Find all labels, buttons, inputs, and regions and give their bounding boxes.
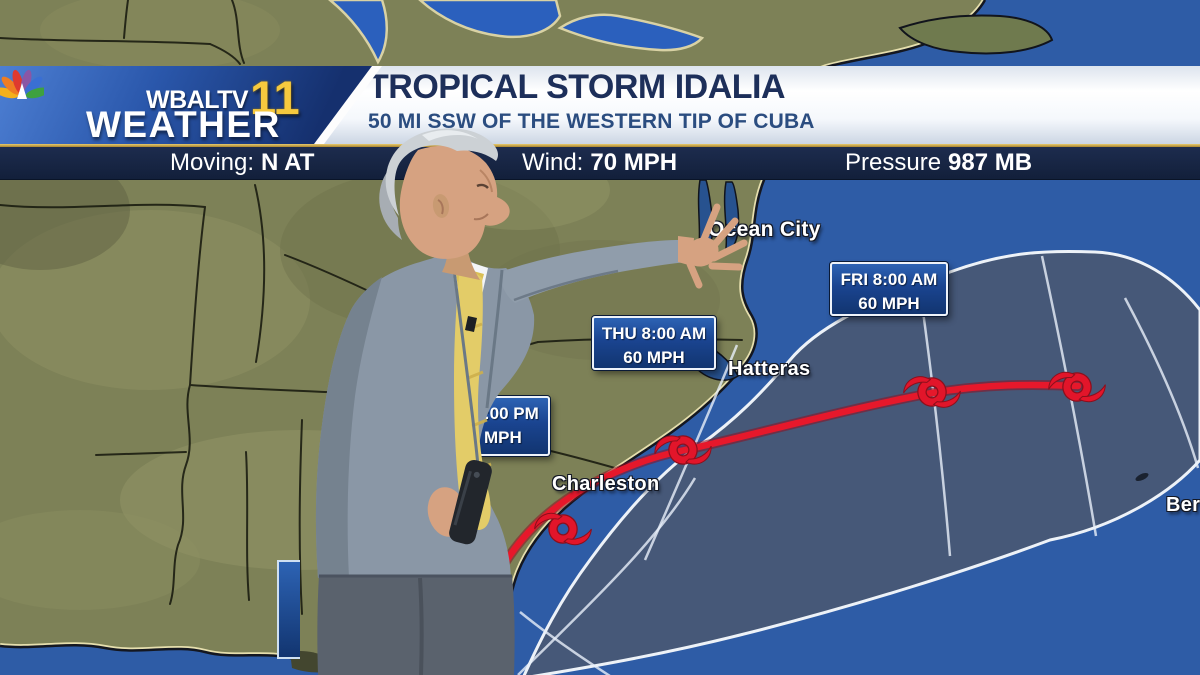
arm-shadow-line — [513, 269, 619, 302]
jacket-lapels — [450, 253, 504, 467]
moving-value: N AT — [261, 149, 315, 176]
city-label-hatteras: Hatteras — [728, 358, 811, 380]
moving-label: Moving: — [170, 149, 255, 176]
station-channel-number: 11 — [250, 71, 300, 124]
station-call-letters: WBALTV — [146, 86, 249, 114]
ear — [432, 194, 450, 218]
presenter-body — [315, 128, 748, 675]
hair-highlight — [422, 130, 478, 141]
trousers — [317, 575, 515, 675]
suit-arm-extended — [500, 240, 686, 303]
lapel-microphone — [465, 316, 477, 332]
forecast-label-thu: THU 8:00 AM 60 MPH — [592, 316, 716, 370]
hair-back — [379, 166, 402, 240]
nova-scotia — [898, 14, 1054, 55]
forecast-label-wind: 60 MPH — [858, 294, 920, 313]
station-division: WEATHER — [86, 104, 281, 145]
pointing-fingers — [686, 203, 748, 289]
city-label-charleston: Charleston — [552, 473, 660, 495]
great-lakes — [328, 0, 705, 65]
hair — [385, 128, 498, 216]
nbc-peacock-icon — [0, 69, 44, 99]
suit-shading — [315, 277, 382, 578]
face — [399, 145, 510, 259]
forecast-label-fri: FRI 8:00 AM 60 MPH — [830, 262, 948, 316]
forecast-label-wind: 60 MPH — [623, 348, 685, 367]
eye — [476, 183, 489, 189]
pressure-status: Pressure 987 MB — [845, 149, 1032, 177]
forecast-cone — [522, 249, 1200, 675]
storm-status-bar: Moving: N AT Wind: 70 MPH Pressure 987 MB — [0, 147, 1200, 180]
ear-inner — [437, 199, 444, 215]
station-logo-panel: WBALTV 11 WEATHER — [0, 66, 372, 144]
pressure-label: Pressure — [845, 149, 942, 176]
forecast-label-time: FRI 8:00 AM — [840, 270, 938, 289]
storm-title: TROPICAL STORM IDALIA — [368, 68, 786, 106]
forecast-label-hidden-sliver — [277, 560, 300, 659]
wind-status: Wind: 70 MPH — [522, 149, 677, 177]
trouser-crease — [418, 577, 424, 675]
wind-label: Wind: — [522, 149, 584, 176]
city-label-bermuda: Ber — [1166, 494, 1200, 516]
forecast-label-time: :00 PM — [484, 404, 539, 423]
pressure-value: 987 MB — [948, 149, 1033, 176]
moving-status: Moving: N AT — [170, 149, 314, 177]
brow-line — [479, 169, 493, 193]
forecast-label-wind: MPH — [484, 428, 522, 447]
wind-value: 70 MPH — [590, 149, 678, 176]
mouth — [473, 213, 489, 221]
bermuda-island — [1135, 472, 1149, 482]
forecast-label-time: THU 8:00 AM — [601, 324, 707, 343]
alert-banner: TROPICAL STORM IDALIA 50 MI SSW OF THE W… — [0, 66, 1200, 144]
gold-divider — [0, 144, 1200, 147]
clicker-remote — [449, 460, 492, 545]
storm-subtitle: 50 MI SSW OF THE WESTERN TIP OF CUBA — [368, 110, 815, 133]
